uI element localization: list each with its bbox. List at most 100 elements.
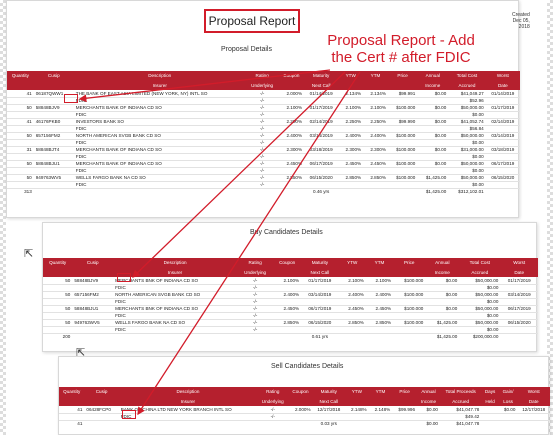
total-blank (363, 187, 388, 195)
total-blank (72, 332, 114, 340)
cell-ytw: 2.450% (338, 305, 366, 313)
cell-acc: $0.00 (459, 298, 501, 306)
column-subheader: Date (517, 396, 550, 406)
cell-acc: $0.00 (459, 284, 501, 292)
cell-blank (338, 111, 364, 119)
cell-coupon: 2.450% (273, 305, 302, 313)
cell-blank (278, 139, 305, 147)
cell-qty: 41 (7, 118, 34, 126)
cell-blank (7, 153, 34, 161)
cell-ytm: 2.300% (363, 146, 388, 154)
cell-desc: MERCHANTS BANK OF INDIANA CD SO (73, 104, 246, 112)
cell-qty: 50 (7, 132, 34, 140)
cell-ins: FDIC (73, 167, 246, 175)
column-header: Maturity (304, 71, 339, 80)
total-row: 200 0.61 yrs $1,425.00 $200,000.00 (43, 332, 538, 340)
total-blank (118, 419, 258, 427)
column-header: Annual (417, 387, 440, 396)
table-row[interactable]: 50 949763WV5 WELLS FARGO BANK NA CD SO -/- 2… (7, 174, 520, 182)
cell-cusip: 46176PKB0 (33, 118, 74, 126)
cell-income: $1,425.00 (425, 319, 460, 327)
cell-rating: -/- (237, 305, 274, 313)
cell-price: $100.000 (387, 160, 418, 168)
column-header: Maturity (301, 258, 339, 267)
cell-ytw: 2.134% (338, 90, 364, 98)
annotation-callout: Proposal Report - Add the Cert # after F… (316, 32, 486, 66)
cell-blank (345, 413, 369, 421)
column-subheader (72, 267, 114, 277)
cell-blank (72, 298, 114, 306)
cell-blank (392, 413, 418, 421)
table-row[interactable]: 41 06187QWW1 THE BANK OF EAST ASIA LIMITED… (7, 90, 520, 98)
column-header: Description (113, 258, 238, 267)
cell-blank (59, 413, 85, 421)
table-row[interactable]: 50 58848BJU1 MERCHANTS BANK OF INDIANA CD … (7, 160, 520, 168)
buy-candidates-sheet: Buy Candidates Details Quantity Cusip Desc… (42, 222, 538, 352)
cell-blank (7, 181, 34, 189)
total-blank (517, 419, 550, 427)
cell-blank (273, 284, 302, 292)
table-row[interactable]: 50 949763WV5 WELLS FARGO BANK NA CD SO -/- 2… (43, 319, 538, 327)
total-qty: 41 (59, 419, 85, 427)
column-subheader (387, 80, 418, 90)
cell-qty: 50 (43, 305, 73, 313)
column-subheader: Underlying (257, 396, 289, 406)
table-row[interactable]: 31 58848BJT4 MERCHANTS BANK OF INDIANA CD … (7, 146, 520, 154)
cell-blank (278, 125, 305, 133)
cell-income: $0.00 (417, 146, 449, 154)
cell-cusip: 06187QWW1 (33, 90, 74, 98)
cell-blank (363, 97, 388, 105)
cell-blank (33, 97, 74, 105)
cell-blank (363, 167, 388, 175)
table-row[interactable]: 50 657156FM2 NORTH AMERICAN SVGB BANK CD S… (7, 132, 520, 140)
cell-ins: FDIC (73, 181, 246, 189)
cell-price: $99.990 (387, 118, 418, 126)
cell-blank (273, 326, 302, 334)
cell-blank (365, 298, 394, 306)
cell-blank (393, 312, 426, 320)
cell-worst: 06/17/2019 (485, 160, 520, 168)
buy-table: Quantity Cusip Description Rating Coupon Matu… (43, 258, 538, 340)
cell-blank (481, 413, 499, 421)
cell-rating: -/- (245, 146, 279, 154)
total-mat: 0.03 yrs (312, 419, 346, 427)
column-header: Total Cost (448, 71, 486, 80)
column-header: Price (392, 387, 418, 396)
cell-blank (363, 153, 388, 161)
total-blank (278, 187, 305, 195)
created-stamp: Created Dec 05, 2018 (512, 12, 530, 30)
total-blank (73, 187, 246, 195)
cell-call (304, 97, 339, 105)
cell-rating: -/- (245, 132, 279, 140)
table-row[interactable]: 50 657156FM2 NORTH AMERICAN SVGB BANK CD S… (43, 291, 538, 299)
cell-acc: $0.00 (448, 111, 486, 119)
cell-rating: -/- (245, 90, 279, 98)
table-row[interactable]: 41 46176PKB0 INVESTORS BANK SO -/- 2.200% 02/… (7, 118, 520, 126)
cell-cusip: 949763WV5 (72, 319, 114, 327)
column-subheader: Next Call (304, 80, 339, 90)
cell-desc: MERCHANTS BANK OF INDIANA CD SO (73, 160, 246, 168)
cell-blank (273, 298, 302, 306)
total-blank (273, 332, 302, 340)
table-row[interactable]: 50 58848BJU1 MERCHANTS BNK OF INDIANA CD S… (43, 305, 538, 313)
cell-rating: -/- (237, 319, 274, 327)
cell-blank (387, 111, 418, 119)
cell-desc: MERCHANTS BANK OF INDIANA CD SO (73, 146, 246, 154)
total-blank (481, 419, 499, 427)
cell-worst: 06/15/2020 (485, 174, 520, 182)
cell-blank (338, 167, 364, 175)
table-row[interactable]: 50 58848BJV9 MERCHANTS BANK OF INDIANA CD … (7, 104, 520, 112)
column-header: Rating (257, 387, 289, 396)
cell-cost: $41,049.27 (448, 90, 486, 98)
column-subheader: Accrued (439, 396, 482, 406)
column-subheader (43, 267, 73, 277)
cell-blank (288, 413, 313, 421)
cell-acc: $49.42 (439, 413, 482, 421)
cell-desc: INVESTORS BANK SO (73, 118, 246, 126)
cell-blank (363, 139, 388, 147)
column-subheader (392, 396, 418, 406)
cell-blank (425, 284, 460, 292)
cell-coupon: 2.400% (278, 132, 305, 140)
cell-ytm: 2.400% (365, 291, 394, 299)
total-qty: 200 (43, 332, 73, 340)
